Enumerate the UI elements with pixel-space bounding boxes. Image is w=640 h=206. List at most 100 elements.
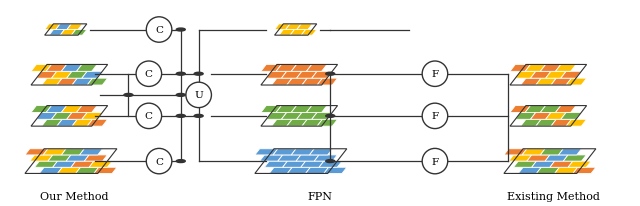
- Polygon shape: [67, 25, 83, 30]
- Polygon shape: [66, 155, 89, 161]
- Polygon shape: [35, 161, 58, 167]
- Text: F: F: [431, 70, 438, 79]
- Polygon shape: [546, 72, 566, 79]
- Circle shape: [194, 73, 203, 76]
- Polygon shape: [29, 155, 52, 161]
- Polygon shape: [291, 106, 312, 113]
- Polygon shape: [269, 167, 292, 174]
- Polygon shape: [573, 167, 596, 174]
- Polygon shape: [45, 25, 60, 30]
- Polygon shape: [559, 149, 582, 155]
- Polygon shape: [264, 161, 287, 167]
- Polygon shape: [556, 65, 576, 72]
- Polygon shape: [520, 120, 541, 126]
- Polygon shape: [282, 113, 302, 120]
- Polygon shape: [31, 106, 51, 113]
- Polygon shape: [296, 113, 317, 120]
- Text: F: F: [431, 157, 438, 166]
- Ellipse shape: [147, 149, 172, 174]
- Polygon shape: [271, 120, 292, 126]
- Ellipse shape: [136, 104, 162, 129]
- Circle shape: [326, 73, 335, 76]
- Polygon shape: [566, 79, 587, 86]
- Polygon shape: [550, 161, 573, 167]
- Polygon shape: [51, 72, 72, 79]
- Polygon shape: [57, 79, 77, 86]
- Text: C: C: [155, 157, 163, 166]
- Circle shape: [176, 94, 185, 97]
- Polygon shape: [302, 120, 323, 126]
- Circle shape: [194, 115, 203, 118]
- Polygon shape: [302, 79, 323, 86]
- Polygon shape: [266, 113, 287, 120]
- Polygon shape: [39, 167, 62, 174]
- Text: F: F: [431, 112, 438, 121]
- Polygon shape: [283, 161, 306, 167]
- Polygon shape: [324, 167, 347, 174]
- Polygon shape: [515, 113, 536, 120]
- Polygon shape: [285, 25, 301, 30]
- Polygon shape: [82, 113, 102, 120]
- Circle shape: [326, 115, 335, 118]
- Polygon shape: [276, 65, 296, 72]
- Polygon shape: [255, 149, 278, 155]
- Polygon shape: [42, 79, 62, 86]
- Polygon shape: [556, 106, 576, 113]
- Polygon shape: [527, 155, 550, 161]
- Circle shape: [326, 160, 335, 163]
- Polygon shape: [82, 72, 102, 79]
- Polygon shape: [72, 120, 93, 126]
- Polygon shape: [563, 155, 586, 161]
- Polygon shape: [89, 161, 112, 167]
- Polygon shape: [566, 120, 587, 126]
- Polygon shape: [518, 167, 541, 174]
- Ellipse shape: [147, 18, 172, 43]
- Ellipse shape: [422, 104, 448, 129]
- Polygon shape: [282, 72, 302, 79]
- Polygon shape: [77, 106, 97, 113]
- Polygon shape: [536, 167, 559, 174]
- Polygon shape: [536, 79, 556, 86]
- Polygon shape: [46, 106, 67, 113]
- Polygon shape: [509, 155, 532, 161]
- Circle shape: [176, 29, 185, 32]
- Polygon shape: [312, 113, 332, 120]
- Polygon shape: [551, 120, 572, 126]
- Polygon shape: [72, 79, 93, 86]
- Polygon shape: [555, 167, 578, 174]
- Polygon shape: [546, 113, 566, 120]
- Polygon shape: [61, 149, 84, 155]
- Circle shape: [176, 73, 185, 76]
- Polygon shape: [87, 79, 108, 86]
- Polygon shape: [71, 161, 94, 167]
- Polygon shape: [71, 30, 87, 36]
- Polygon shape: [94, 167, 117, 174]
- Polygon shape: [561, 113, 581, 120]
- Polygon shape: [266, 72, 287, 79]
- Polygon shape: [287, 120, 307, 126]
- Polygon shape: [504, 149, 527, 155]
- Polygon shape: [46, 65, 67, 72]
- Polygon shape: [296, 72, 317, 79]
- Text: FPN: FPN: [307, 191, 333, 201]
- Circle shape: [124, 94, 133, 97]
- Polygon shape: [314, 155, 337, 161]
- Text: C: C: [155, 26, 163, 35]
- Ellipse shape: [422, 149, 448, 174]
- Polygon shape: [79, 149, 102, 155]
- Polygon shape: [307, 106, 327, 113]
- Polygon shape: [525, 106, 546, 113]
- Polygon shape: [276, 106, 296, 113]
- Polygon shape: [317, 79, 337, 86]
- Text: C: C: [145, 70, 153, 79]
- Polygon shape: [36, 72, 57, 79]
- Polygon shape: [48, 155, 71, 161]
- Polygon shape: [531, 113, 551, 120]
- Polygon shape: [260, 155, 283, 161]
- Polygon shape: [61, 65, 82, 72]
- Polygon shape: [275, 25, 290, 30]
- Polygon shape: [290, 30, 306, 36]
- Ellipse shape: [422, 62, 448, 87]
- Polygon shape: [301, 30, 317, 36]
- Polygon shape: [43, 149, 66, 155]
